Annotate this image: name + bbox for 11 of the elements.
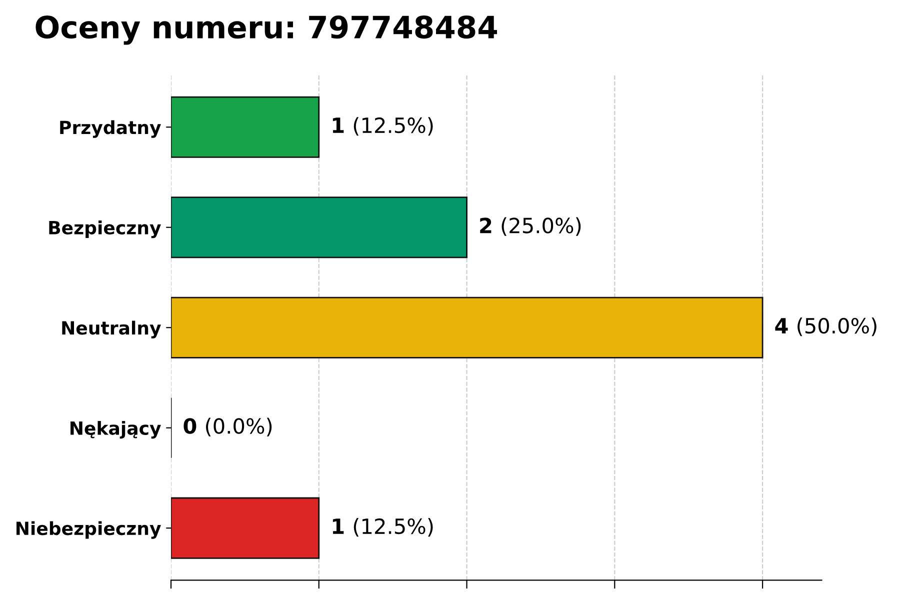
y-tick-label: Bezpieczny <box>49 220 161 238</box>
y-tick-label: Nękający <box>70 420 161 439</box>
y-tick-label: Neutralny <box>62 320 161 338</box>
data-label: 1 (12.5%) <box>332 117 433 136</box>
y-tick-label: Niebezpieczny <box>16 521 161 539</box>
data-label: 2 (25.0%) <box>480 217 581 236</box>
y-tick-label: Przydatny <box>60 120 161 138</box>
data-label: 4 (50.0%) <box>775 318 876 336</box>
data-label: 1 (12.5%) <box>332 518 433 537</box>
data-label: 0 (0.0%) <box>184 418 272 436</box>
chart-title: Oceny numeru: 797748484 <box>36 16 498 45</box>
